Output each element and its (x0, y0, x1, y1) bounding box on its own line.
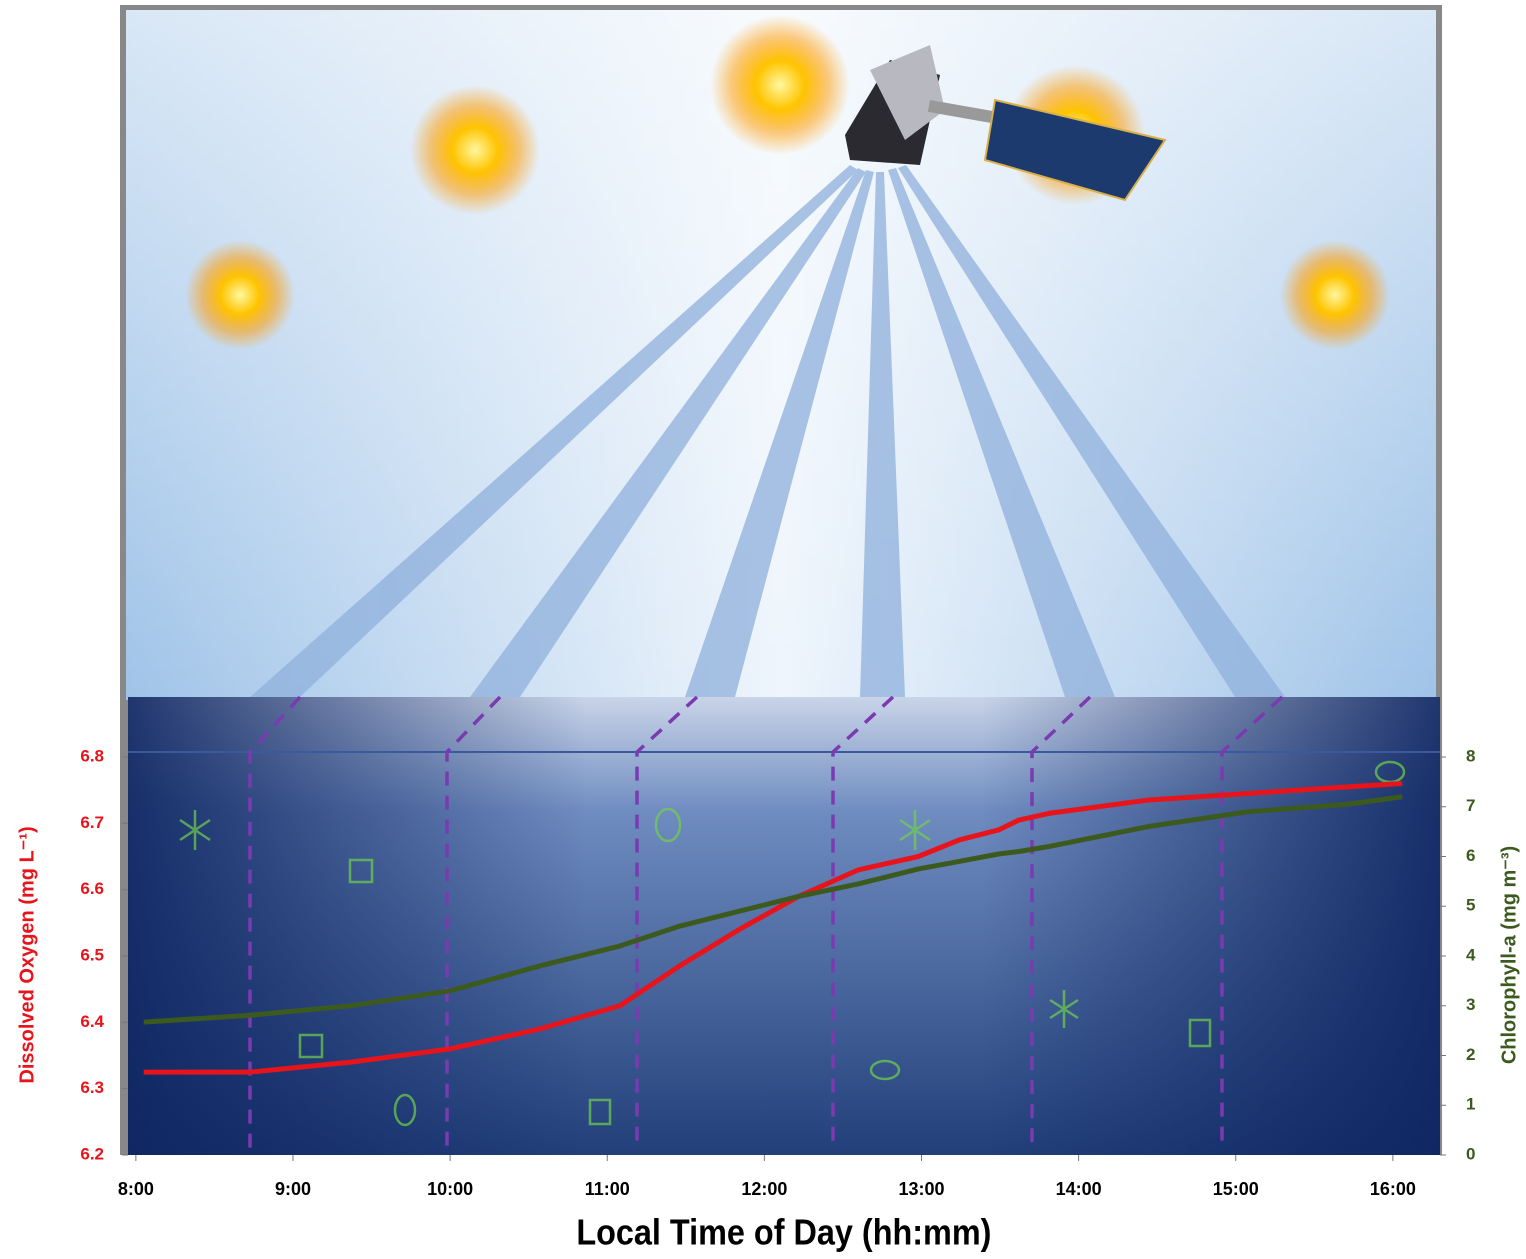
y2-tick-label: 8 (1466, 746, 1475, 765)
sun (185, 240, 295, 350)
x-tick-label: 10:00 (427, 1179, 473, 1199)
y-tick-label: 6.2 (80, 1144, 104, 1163)
y-tick-label: 6.8 (80, 746, 104, 765)
y2-axis-title: Chlorophyll-a (mg m⁻³) (1498, 846, 1520, 1064)
water-shade (128, 697, 1440, 1155)
y-tick-label: 6.4 (80, 1012, 104, 1031)
x-tick-label: 11:00 (585, 1179, 630, 1199)
y2-tick-label: 7 (1466, 796, 1475, 815)
sun (410, 85, 540, 215)
y2-tick-label: 3 (1466, 995, 1475, 1014)
y-axis-title: Dissolved Oxygen (mg L⁻¹) (16, 826, 38, 1083)
x-tick-label: 14:00 (1056, 1179, 1102, 1199)
y-tick-label: 6.6 (80, 879, 104, 898)
y-tick-label: 6.5 (80, 945, 104, 964)
y2-tick-label: 5 (1466, 896, 1475, 915)
x-tick-label: 13:00 (898, 1179, 944, 1199)
x-tick-label: 12:00 (741, 1179, 787, 1199)
chart: Local Time of Day (hh:mm) Dissolved Oxyg… (0, 0, 1526, 1259)
illustration (120, 5, 1442, 1155)
y2-tick-label: 0 (1466, 1144, 1475, 1163)
y2-tick-label: 1 (1466, 1095, 1475, 1114)
x-tick-label: 15:00 (1213, 1179, 1259, 1199)
x-tick-label: 8:00 (118, 1179, 154, 1199)
y-tick-label: 6.7 (80, 813, 104, 832)
y2-tick-label: 6 (1466, 846, 1475, 865)
y2-tick-label: 4 (1466, 945, 1476, 964)
y2-tick-label: 2 (1466, 1045, 1475, 1064)
sun (710, 15, 850, 155)
sun (1280, 240, 1390, 350)
x-tick-label: 16:00 (1370, 1179, 1416, 1199)
x-axis-title: Local Time of Day (hh:mm) (576, 1213, 991, 1253)
y-tick-label: 6.3 (80, 1078, 104, 1097)
x-tick-label: 9:00 (275, 1179, 311, 1199)
